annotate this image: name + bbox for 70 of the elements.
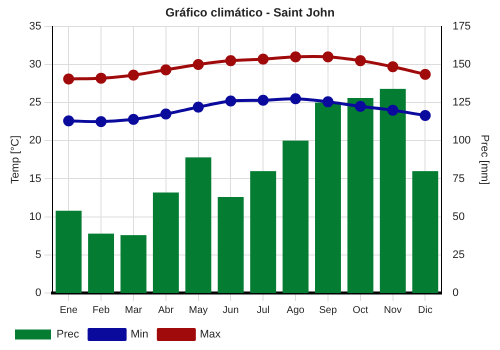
point: [354, 55, 366, 66]
y-tick-label: 35: [29, 20, 42, 32]
point: [128, 114, 139, 125]
x-tick-label: Sep: [319, 304, 338, 316]
y2-axis-title: Prec [mm]: [478, 134, 490, 185]
y2-tick-label: 125: [452, 96, 471, 109]
point: [387, 104, 398, 116]
x-tick-label: Abr: [158, 304, 174, 316]
y2-tick-label: 50: [452, 210, 465, 223]
point: [96, 72, 107, 84]
point: [160, 108, 172, 120]
point: [225, 55, 236, 66]
point: [387, 61, 398, 72]
y2-tick-label: 25: [452, 248, 465, 261]
y2-tick-label: 175: [452, 20, 471, 32]
point: [192, 102, 204, 113]
bar: [56, 210, 82, 293]
point: [160, 64, 172, 76]
point: [192, 58, 204, 70]
point: [96, 116, 107, 128]
bar: [250, 171, 276, 293]
point: [354, 100, 366, 112]
point: [420, 68, 431, 80]
point: [290, 93, 302, 104]
point: [290, 51, 302, 62]
y-tick-label: 5: [35, 248, 42, 261]
point: [225, 96, 236, 107]
x-tick-label: Ago: [286, 304, 305, 316]
point: [322, 96, 334, 108]
y-tick-label: 0: [35, 287, 42, 300]
legend-label: Min: [130, 328, 148, 341]
bar: [152, 192, 179, 293]
bar: [88, 234, 114, 293]
y-tick-label: 15: [29, 172, 42, 185]
point: [258, 94, 269, 106]
bar: [120, 235, 146, 293]
point: [258, 54, 269, 65]
legend-label: Prec: [56, 328, 80, 341]
x-tick-label: May: [188, 304, 208, 316]
legend-label: Max: [200, 328, 222, 341]
bar: [282, 140, 309, 293]
y2-tick-label: 100: [452, 134, 471, 147]
y-tick-label: 30: [29, 58, 42, 71]
point: [420, 110, 431, 122]
chart-title: Gráfico climático - Saint John: [165, 6, 335, 20]
x-tick-label: Ene: [60, 304, 78, 316]
x-tick-label: Mar: [124, 304, 143, 316]
bar: [315, 102, 341, 293]
bar: [185, 157, 212, 293]
y-tick-label: 25: [29, 96, 42, 109]
y-axis-title: Temp [°C]: [10, 135, 22, 184]
bar: [218, 197, 244, 293]
x-tick-label: Dic: [418, 304, 432, 316]
x-tick-label: Jun: [222, 304, 239, 316]
y-tick-label: 10: [29, 210, 42, 223]
bar: [380, 88, 406, 293]
bar: [412, 171, 438, 293]
x-tick-label: Oct: [352, 304, 368, 316]
y2-tick-label: 75: [452, 172, 465, 185]
y2-tick-label: 150: [452, 58, 471, 71]
point: [322, 51, 334, 62]
point: [128, 70, 139, 81]
point: [63, 115, 74, 126]
point: [63, 73, 74, 84]
y2-tick-label: 0: [452, 287, 459, 300]
x-tick-label: Nov: [384, 304, 402, 316]
y-tick-label: 20: [29, 134, 42, 147]
x-tick-label: Feb: [92, 304, 110, 316]
bar: [347, 98, 374, 293]
x-tick-label: Jul: [256, 304, 270, 316]
